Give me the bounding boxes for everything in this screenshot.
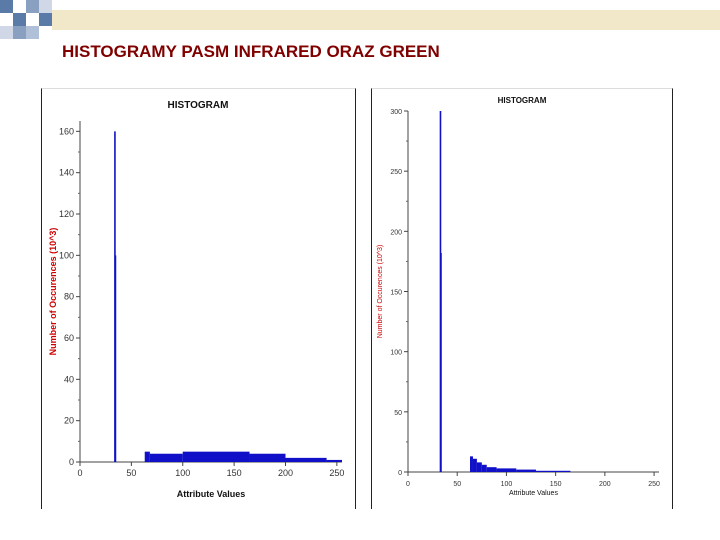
decor-square [13, 13, 26, 26]
decor-square [26, 0, 39, 13]
decor-square [39, 0, 52, 13]
chart-title: HISTOGRAM [498, 96, 547, 105]
x-tick-label: 250 [329, 468, 344, 478]
histogram-bar-segment [249, 453, 286, 462]
histogram-bar-segment [516, 469, 536, 472]
y-axis-label: Number of Occurences (10^3) [377, 245, 384, 339]
y-tick-label: 140 [59, 168, 74, 178]
histogram-chart-green: HISTOGRAM 0 50 100 150 200 250 300 0 50 100 150 200 2… [377, 96, 660, 497]
histogram-panel-infrared: HISTOGRAM 0 20 40 60 80 100 120 140 160 0 50 100 150 2… [41, 88, 356, 509]
chart-title: HISTOGRAM [168, 100, 229, 111]
x-axis-label: Attribute Values [509, 490, 558, 497]
y-tick-label: 150 [390, 290, 402, 297]
histogram-bar-segment [144, 451, 150, 462]
y-tick-label: 100 [59, 250, 74, 260]
decor-square [0, 26, 13, 39]
y-tick-label: 200 [390, 229, 402, 236]
y-tick-label: 0 [69, 457, 74, 467]
y-tick-label: 0 [398, 470, 402, 477]
histogram-bar-segment [535, 470, 571, 472]
x-tick-label: 50 [453, 481, 461, 488]
histogram-bar-segment [149, 453, 183, 462]
decor-square [13, 26, 26, 39]
x-tick-label: 50 [126, 468, 136, 478]
histogram-bar-segment [496, 468, 517, 472]
x-axis-label: Attribute Values [177, 489, 246, 499]
histogram-bar-segment [472, 458, 477, 472]
y-tick-label: 20 [64, 416, 74, 426]
histogram-panel-green: HISTOGRAM 0 50 100 150 200 250 300 0 50 100 150 200 2… [371, 88, 673, 509]
y-tick-label: 160 [59, 126, 74, 136]
x-tick-label: 150 [550, 481, 562, 488]
decor-square [39, 13, 52, 26]
y-tick-label: 100 [390, 350, 402, 357]
y-tick-label: 80 [64, 292, 74, 302]
x-tick-label: 100 [175, 468, 190, 478]
x-tick-label: 150 [227, 468, 242, 478]
y-axis-label: Number of Occurences (10^3) [48, 228, 58, 356]
decor-square [26, 26, 39, 39]
decor-square [0, 0, 13, 13]
x-tick-label: 250 [648, 481, 660, 488]
y-tick-label: 40 [64, 374, 74, 384]
x-tick-label: 0 [406, 481, 410, 488]
histogram-chart-infrared: HISTOGRAM 0 20 40 60 80 100 120 140 160 0 50 100 150 2… [48, 100, 344, 499]
x-tick-label: 200 [599, 481, 611, 488]
histogram-bar-segment [476, 462, 482, 472]
y-tick-label: 250 [390, 169, 402, 176]
y-tick-label: 50 [394, 410, 402, 417]
histogram-bar-segment [470, 456, 473, 472]
y-tick-label: 60 [64, 333, 74, 343]
x-tick-label: 200 [278, 468, 293, 478]
histogram-bar-segment [486, 467, 497, 472]
slide-title: HISTOGRAMY PASM INFRARED ORAZ GREEN [62, 42, 440, 61]
y-tick-label: 300 [390, 109, 402, 116]
y-tick-label: 120 [59, 209, 74, 219]
histogram-bar-segment [285, 457, 327, 462]
histogram-bar-segment [326, 459, 342, 462]
histogram-bar-segment [182, 451, 250, 462]
x-tick-label: 100 [501, 481, 513, 488]
histogram-bar-segment [481, 464, 487, 472]
top-decor-bar [52, 10, 720, 30]
x-tick-label: 0 [77, 468, 82, 478]
